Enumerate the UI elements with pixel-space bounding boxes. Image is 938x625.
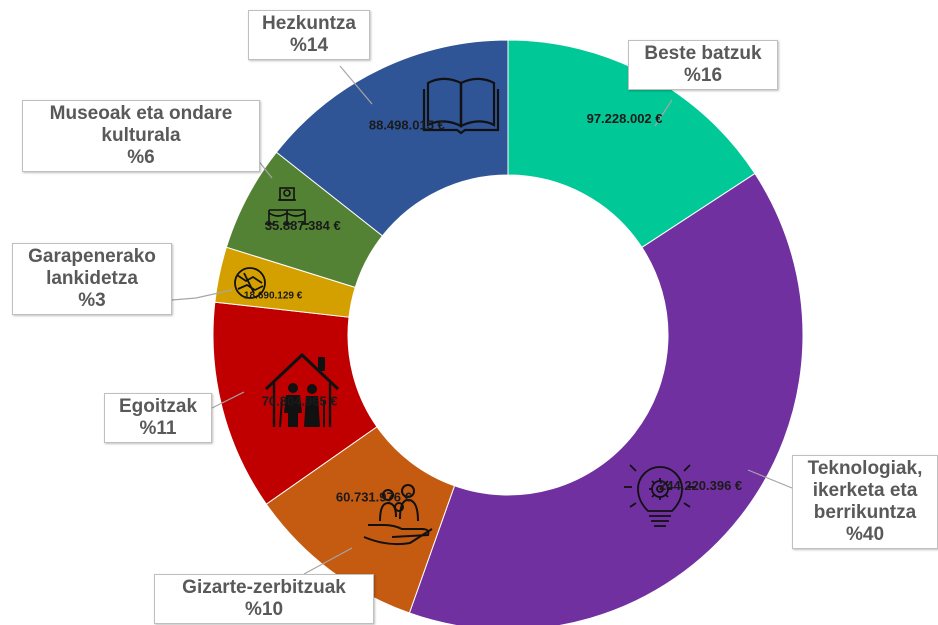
leader-line (747, 469, 793, 489)
callout-percent: %6 (127, 147, 155, 168)
callout-label: kulturala (101, 125, 181, 146)
value-label: 88.498.015 € (369, 118, 445, 133)
callout-percent: %10 (244, 599, 284, 620)
callout-percent: %16 (683, 65, 723, 86)
slice-0 (507, 39, 756, 249)
leader-line (339, 65, 373, 105)
callout-label: Hezkuntza (262, 13, 356, 34)
callout-gizarte-zerbitzuak: Gizarte-zerbitzuak %10 (154, 574, 374, 624)
value-label: 97.228.002 € (587, 111, 663, 126)
lightbulb-gear-icon (624, 464, 696, 527)
callout-percent: %40 (845, 524, 885, 545)
callout-label: Garapenerako (28, 246, 156, 267)
callout-label: Egoitzak (118, 396, 198, 417)
callout-label: lankidetza (46, 268, 138, 289)
leader-line (654, 99, 673, 127)
callout-percent: %14 (289, 35, 329, 56)
callout-percent: %3 (78, 290, 106, 311)
handshake-icon (234, 267, 266, 299)
callout-label: Gizarte-zerbitzuak (182, 577, 346, 598)
open-book-icon (422, 77, 500, 135)
museum-exhibit-icon (265, 187, 309, 225)
callout-teknologiak: Teknologiak, ikerketa eta berrikuntza %4… (792, 455, 938, 549)
value-label: 35.887.384 € (265, 218, 341, 233)
callout-beste-batzuk: Beste batzuk %16 (628, 40, 778, 90)
callout-label: berrikuntza (813, 502, 917, 523)
value-labels: 97.228.002 € 244.220.396 € 60.731.976 € 70.… (244, 111, 742, 505)
callout-museoak: Museoak eta ondare kulturala %6 (22, 100, 260, 172)
value-label: 70.804.965 € (262, 394, 338, 409)
slice-icons (234, 77, 696, 546)
callout-hezkuntza: Hezkuntza %14 (248, 10, 370, 60)
slices-group (212, 39, 804, 625)
slice-6 (275, 39, 509, 237)
callout-garapenerako: Garapenerako lankidetza %3 (12, 243, 172, 315)
callout-label: ikerketa eta (812, 480, 918, 501)
callout-label: Beste batzuk (644, 43, 762, 64)
leader-line (211, 391, 245, 409)
callout-label: Teknologiak, (807, 458, 923, 479)
hand-family-icon (363, 484, 433, 546)
value-label: 18.690.129 € (244, 290, 303, 301)
house-elderly-icon (264, 352, 340, 428)
value-label: 244.220.396 € (659, 478, 742, 493)
callout-percent: %11 (139, 418, 177, 439)
slice-1 (408, 172, 804, 625)
callout-egoitzak: Egoitzak %11 (104, 393, 212, 443)
leader-line (303, 547, 353, 575)
callout-label: Museoak eta ondare (49, 103, 233, 124)
leader-line (171, 289, 233, 301)
value-label: 60.731.976 € (336, 490, 412, 505)
